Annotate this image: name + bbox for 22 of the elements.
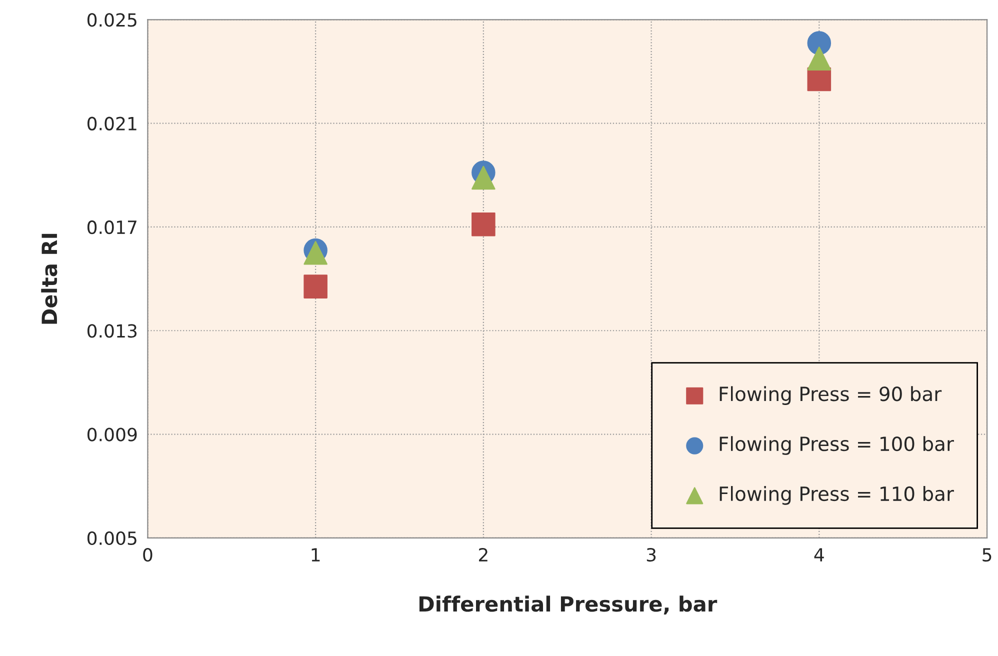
x-tick-label: 4 — [814, 548, 824, 562]
x-tick-label: 1 — [312, 548, 320, 562]
x-tick-label: 2 — [479, 548, 488, 562]
x-axis-title: Differential Pressure, bar — [419, 596, 718, 614]
y-tick-label: 0.005 — [87, 531, 136, 546]
point — [807, 31, 832, 55]
y-tick-label: 0.009 — [87, 428, 137, 442]
legend-label: Flowing Press = 90 bar — [720, 386, 942, 406]
point — [304, 274, 328, 298]
y-tick-label: 0.021 — [87, 116, 136, 130]
x-tick-label: 0 — [143, 548, 152, 562]
legend-label: Flowing Press = 100 bar — [720, 436, 954, 455]
point — [807, 46, 832, 70]
x-tick-label: 5 — [982, 548, 992, 562]
legend-label: Flowing Press = 110 bar — [720, 486, 954, 505]
y-axis-title: Delta RI — [41, 234, 58, 324]
x-tick-label: 3 — [646, 548, 656, 562]
y-tick-label: 0.017 — [87, 220, 136, 234]
point — [472, 166, 496, 190]
point — [472, 212, 496, 236]
y-tick-label: 0.025 — [87, 13, 136, 27]
y-tick-label: 0.013 — [87, 324, 137, 338]
